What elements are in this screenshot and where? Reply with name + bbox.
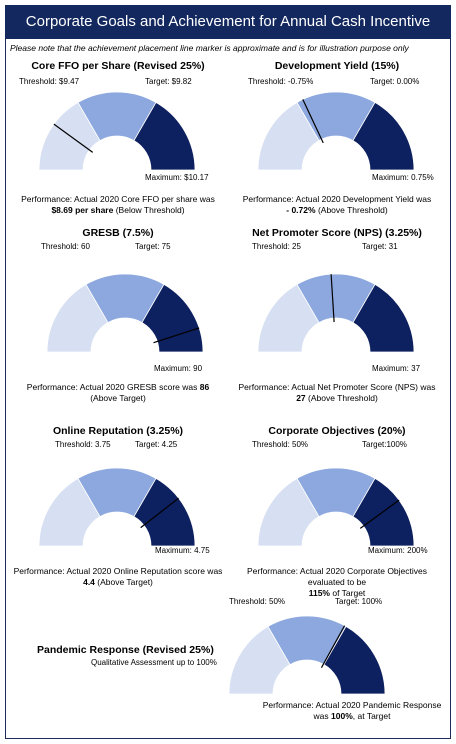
performance-suffix: (Above Threshold) bbox=[317, 205, 388, 215]
gauge-segment-target-to-maximum bbox=[352, 283, 415, 353]
gauge-panel-online-reputation: Online Reputation (3.25%) Threshold: 3.7… bbox=[9, 422, 227, 597]
gauge-needle bbox=[53, 123, 94, 153]
gauge-title: Online Reputation (3.25%) bbox=[52, 425, 184, 437]
performance-text: Performance: Actual 2020 Pandemic Respon… bbox=[257, 700, 447, 722]
gauge-needle bbox=[153, 327, 200, 344]
performance-suffix: , at Target bbox=[352, 711, 391, 721]
gauge-needle bbox=[302, 99, 324, 144]
performance-value: $8.69 per share bbox=[51, 205, 114, 215]
maximum-label: Maximum: 4.75 bbox=[155, 546, 210, 555]
performance-text: Performance: Actual 2020 Development Yie… bbox=[228, 194, 446, 216]
disclaimer-note: Please note that the achievement placeme… bbox=[10, 43, 409, 53]
gauge-title: Corporate Objectives (20%) bbox=[268, 425, 406, 437]
performance-prefix: Performance: Actual 2020 Online Reputati… bbox=[13, 566, 223, 576]
performance-suffix: (Above Target) bbox=[97, 577, 153, 587]
gauge-panel-core-ffo: Core FFO per Share (Revised 25%) Thresho… bbox=[9, 58, 227, 233]
gauge-needle bbox=[330, 274, 335, 323]
gauge-needle bbox=[140, 497, 179, 529]
target-label: Target: 75 bbox=[135, 242, 171, 251]
gauge-needle bbox=[320, 625, 346, 668]
gauge-segment-target-to-maximum bbox=[133, 477, 196, 547]
target-label: Target: 0.00% bbox=[370, 77, 420, 86]
gauge-panel-nps: Net Promoter Score (NPS) (3.25%) Thresho… bbox=[228, 224, 446, 403]
gauge-title: Net Promoter Score (NPS) (3.25%) bbox=[252, 227, 422, 239]
performance-value: 27 bbox=[296, 393, 306, 403]
threshold-label: Threshold: 25 bbox=[252, 242, 301, 251]
maximum-label: Maximum: 37 bbox=[372, 364, 421, 373]
performance-text: Performance: Actual 2020 Core FFO per sh… bbox=[9, 194, 227, 216]
gauge-title: Pandemic Response (Revised 25%) bbox=[37, 644, 214, 656]
performance-prefix: Performance: Actual Net Promoter Score (… bbox=[238, 382, 436, 392]
performance-value: 100% bbox=[331, 711, 353, 721]
performance-value: - 0.72% bbox=[286, 205, 316, 215]
performance-text: Performance: Actual 2020 GRESB score was… bbox=[9, 382, 227, 404]
threshold-label: Threshold: $9.47 bbox=[19, 77, 80, 86]
gauge-panel-gresb: GRESB (7.5%) Threshold: 60 Target: 75 Ma… bbox=[9, 224, 227, 403]
gauge-title: Core FFO per Share (Revised 25%) bbox=[31, 60, 205, 72]
performance-text: Performance: Actual 2020 Corporate Objec… bbox=[228, 566, 446, 599]
target-label: Target: 100% bbox=[335, 597, 383, 606]
gauge-chart bbox=[257, 273, 415, 353]
threshold-label: Threshold: 3.75 bbox=[55, 440, 111, 449]
gauge-segment-target-to-maximum bbox=[133, 101, 196, 171]
performance-suffix: (Above Target) bbox=[90, 393, 146, 403]
performance-prefix: Performance: Actual 2020 Development Yie… bbox=[242, 194, 432, 204]
performance-value: 4.4 bbox=[83, 577, 95, 587]
gauge-chart bbox=[38, 467, 196, 547]
gauge-title: GRESB (7.5%) bbox=[82, 227, 154, 239]
gauge-panel-development-yield: Development Yield (15%) Threshold: -0.75… bbox=[228, 58, 446, 233]
threshold-label: Threshold: 50% bbox=[252, 440, 309, 449]
threshold-label: Threshold: 60 bbox=[41, 242, 90, 251]
threshold-label: Threshold: -0.75% bbox=[248, 77, 314, 86]
target-label: Target: 31 bbox=[362, 242, 398, 251]
gauge-segment-target-to-maximum bbox=[323, 625, 386, 695]
page-title: Corporate Goals and Achievement for Annu… bbox=[5, 5, 451, 39]
maximum-label: Maximum: 0.75% bbox=[372, 173, 434, 182]
gauge-chart bbox=[38, 91, 196, 171]
performance-prefix: Performance: Actual 2020 GRESB score was bbox=[26, 382, 198, 392]
performance-text: Performance: Actual Net Promoter Score (… bbox=[228, 382, 446, 404]
threshold-label: Threshold: 50% bbox=[229, 597, 286, 606]
performance-prefix: Performance: Actual 2020 Core FFO per sh… bbox=[21, 194, 215, 204]
gauge-segment-target-to-maximum bbox=[352, 101, 415, 171]
performance-suffix: (Below Threshold) bbox=[115, 205, 185, 215]
performance-value: 86 bbox=[199, 382, 210, 392]
target-label: Target:100% bbox=[362, 440, 407, 449]
maximum-label: Maximum: $10.17 bbox=[145, 173, 209, 182]
performance-suffix: of Target bbox=[332, 588, 366, 598]
maximum-label: Maximum: 200% bbox=[368, 546, 428, 555]
gauge-subtitle: Qualitative Assessment up to 100% bbox=[91, 658, 217, 667]
gauge-panel-pandemic-response: Pandemic Response (Revised 25%) Qualitat… bbox=[9, 594, 445, 734]
maximum-label: Maximum: 90 bbox=[154, 364, 203, 373]
performance-suffix: (Above Threshold) bbox=[308, 393, 378, 403]
gauge-chart bbox=[46, 273, 204, 353]
gauge-chart bbox=[257, 91, 415, 171]
gauge-title: Development Yield (15%) bbox=[274, 60, 400, 72]
gauge-segment-target-to-maximum bbox=[141, 283, 204, 353]
target-label: Target: $9.82 bbox=[145, 77, 192, 86]
performance-text: Performance: Actual 2020 Online Reputati… bbox=[9, 566, 227, 588]
performance-prefix: Performance: Actual 2020 Corporate Objec… bbox=[246, 566, 427, 587]
performance-value: 115% bbox=[308, 588, 330, 598]
gauge-panel-corporate-objectives: Corporate Objectives (20%) Threshold: 50… bbox=[228, 422, 446, 599]
gauge-chart bbox=[257, 467, 415, 547]
gauge-chart bbox=[228, 615, 386, 695]
gauge-needle bbox=[359, 499, 400, 529]
target-label: Target: 4.25 bbox=[135, 440, 178, 449]
performance-prefix: Performance: Actual 2020 Pandemic Respon… bbox=[262, 700, 442, 721]
